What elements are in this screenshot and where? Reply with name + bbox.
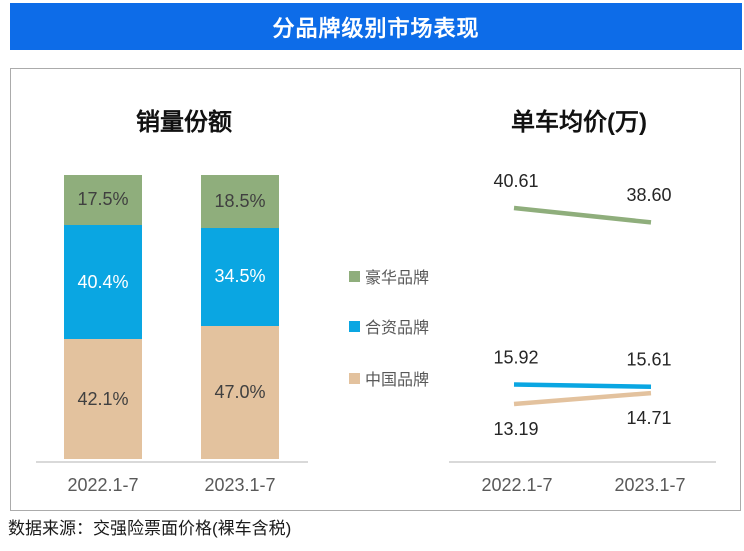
stacked-bar: 18.5% 34.5% 47.0% [201,175,279,459]
page-title: 分品牌级别市场表现 [272,15,480,41]
chart-panel: 销量份额 17.5% 40.4% 42.1% 18.5% 34.5% 47.0% 2022… [10,68,741,511]
bar-segment-label: 40.4% [77,271,129,292]
bar-segment: 47.0% [201,325,279,459]
bar-segment: 18.5% [201,175,279,228]
bar-segment-label: 47.0% [214,381,266,402]
joint-swatch-icon [349,320,360,332]
bar-segment-label: 17.5% [77,189,129,210]
bar-segment: 34.5% [201,227,279,326]
bar-segment: 42.1% [64,339,142,459]
bar-chart-title: 销量份额 [136,109,232,136]
bar-segment: 40.4% [64,224,142,340]
legend-item-joint: 合资品牌 [349,316,430,337]
bar-chart-x-label-2023: 2023.1-7 [204,475,276,495]
line-chart-x-axis-line [449,461,716,463]
bar-segment-label: 18.5% [214,190,266,211]
legend-label-china: 中国品牌 [365,372,430,389]
stacked-bars: 17.5% 40.4% 42.1% 18.5% 34.5% 47.0% [11,69,740,510]
luxury-swatch-icon [349,270,360,282]
legend-label-luxury: 豪华品牌 [365,270,430,287]
bar-chart-x-label-2022: 2022.1-7 [67,475,139,495]
bar-chart-x-axis-line [36,461,308,463]
line-chart-title: 单车均价(万) [511,109,647,136]
bar-segment-label: 34.5% [214,266,266,286]
line-chart-x-label-2023: 2023.1-7 [614,475,686,495]
header-bar: 分品牌级别市场表现 [10,3,742,50]
bar-segment-label: 42.1% [77,388,129,409]
data-source-note: 数据来源：交强险票面价格(裸车含税) [8,519,292,538]
stacked-bar: 17.5% 40.4% 42.1% [64,175,142,459]
legend-label-joint: 合资品牌 [365,320,430,337]
legend-item-china: 中国品牌 [349,368,430,389]
line-chart-x-label-2022: 2022.1-7 [481,475,553,495]
legend-item-luxury: 豪华品牌 [349,266,430,287]
bar-segment: 17.5% [64,175,142,225]
china-swatch-icon [349,372,360,384]
